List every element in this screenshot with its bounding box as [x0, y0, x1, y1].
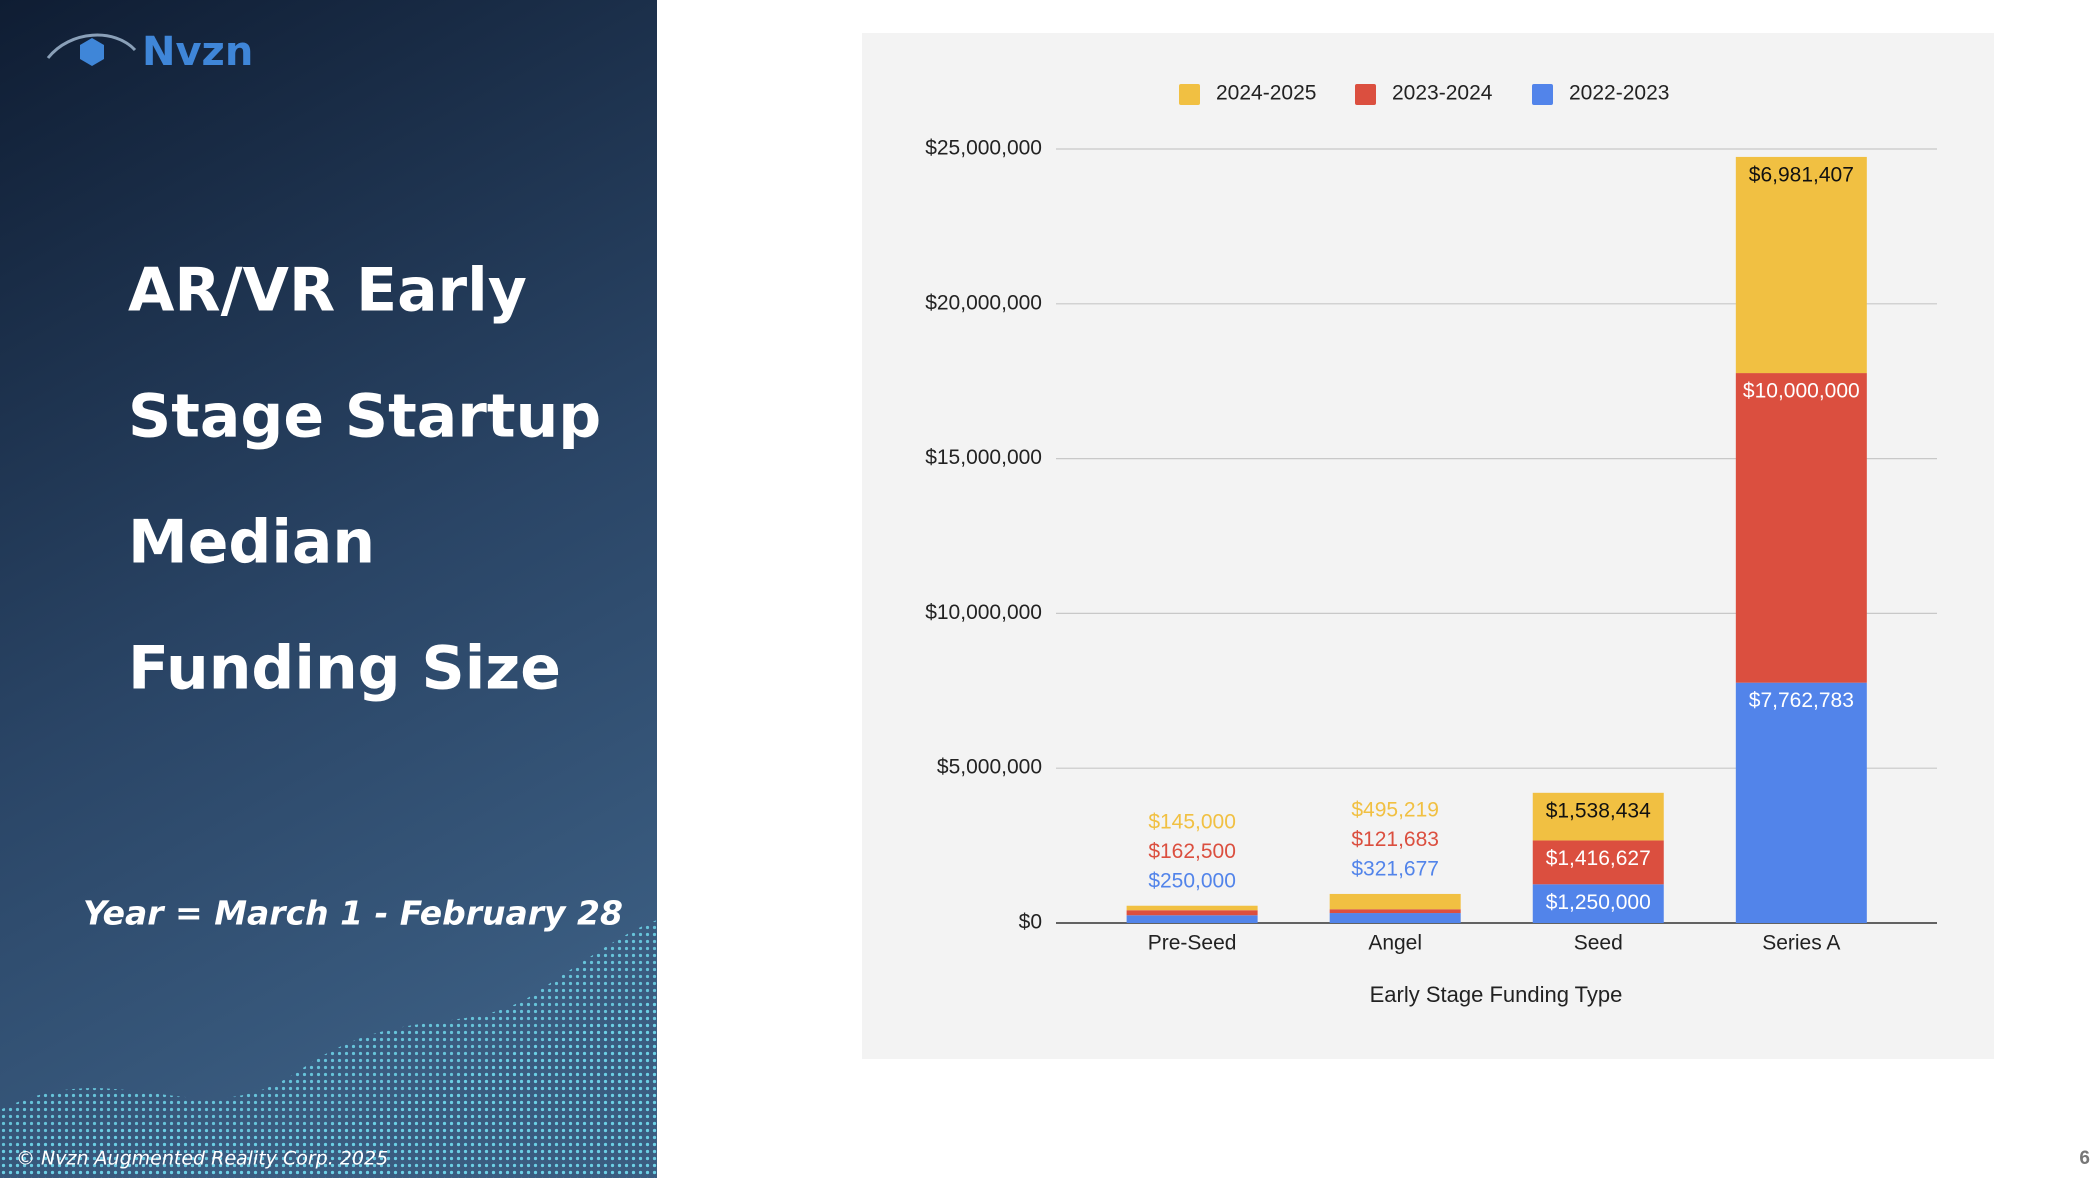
logo-text: Nvzn: [142, 29, 253, 75]
slide-title: Funding Size: [128, 634, 561, 704]
value-label: $1,416,627: [1546, 847, 1651, 870]
value-label: $321,677: [1351, 857, 1439, 880]
bar-segment: [1532, 884, 1664, 923]
legend-swatch: [1532, 84, 1553, 105]
value-label: $1,538,434: [1546, 799, 1651, 822]
bar-segment: [1532, 792, 1664, 841]
x-axis-title: Early Stage Funding Type: [1370, 982, 1623, 1007]
bar-segment: [1532, 840, 1664, 885]
value-label: $250,000: [1148, 869, 1236, 892]
bar-segment: [1329, 913, 1461, 923]
value-label: $162,500: [1148, 840, 1236, 863]
year-note: Year = March 1 - February 28: [83, 894, 623, 933]
slide-title: Stage Startup: [128, 382, 601, 452]
page-number: 6: [2079, 1148, 2090, 1169]
value-label: $7,762,783: [1749, 689, 1854, 712]
wave-decoration: [0, 1000, 657, 1178]
bar-segment: [1329, 893, 1461, 910]
y-tick-label: $15,000,000: [925, 446, 1042, 469]
slide-title: Median: [128, 508, 375, 578]
bar-segment: [1735, 156, 1867, 374]
bar-segment: [1735, 373, 1867, 683]
value-label: $6,981,407: [1749, 163, 1854, 186]
slide-title: AR/VR Early: [128, 256, 527, 326]
y-tick-label: $0: [1019, 911, 1042, 934]
x-tick-label: Pre-Seed: [1148, 932, 1237, 955]
y-tick-label: $20,000,000: [925, 291, 1042, 314]
value-label: $145,000: [1148, 810, 1236, 833]
legend-swatch: [1355, 84, 1376, 105]
bar-segment: [1735, 682, 1867, 923]
legend-label: 2022-2023: [1569, 82, 1669, 105]
y-tick-label: $10,000,000: [925, 601, 1042, 624]
bar-segment: [1126, 905, 1258, 911]
value-label: $121,683: [1351, 828, 1439, 851]
x-tick-label: Seed: [1574, 932, 1623, 955]
side-panel: [0, 0, 657, 1178]
legend-label: 2024-2025: [1216, 82, 1316, 105]
logo: Nvzn: [46, 29, 253, 75]
value-label: $1,250,000: [1546, 891, 1651, 914]
legend-label: 2023-2024: [1392, 82, 1493, 105]
bar-segment: [1329, 909, 1461, 914]
value-label: $10,000,000: [1743, 380, 1860, 403]
y-tick-label: $25,000,000: [925, 137, 1042, 160]
legend-swatch: [1179, 84, 1200, 105]
value-label: $495,219: [1351, 798, 1439, 821]
bar-segment: [1126, 910, 1258, 916]
x-tick-label: Series A: [1762, 932, 1840, 955]
y-tick-label: $5,000,000: [937, 756, 1042, 779]
bar-segment: [1126, 915, 1258, 923]
copyright: © Nvzn Augmented Reality Corp. 2025: [16, 1148, 388, 1170]
x-tick-label: Angel: [1368, 932, 1422, 955]
